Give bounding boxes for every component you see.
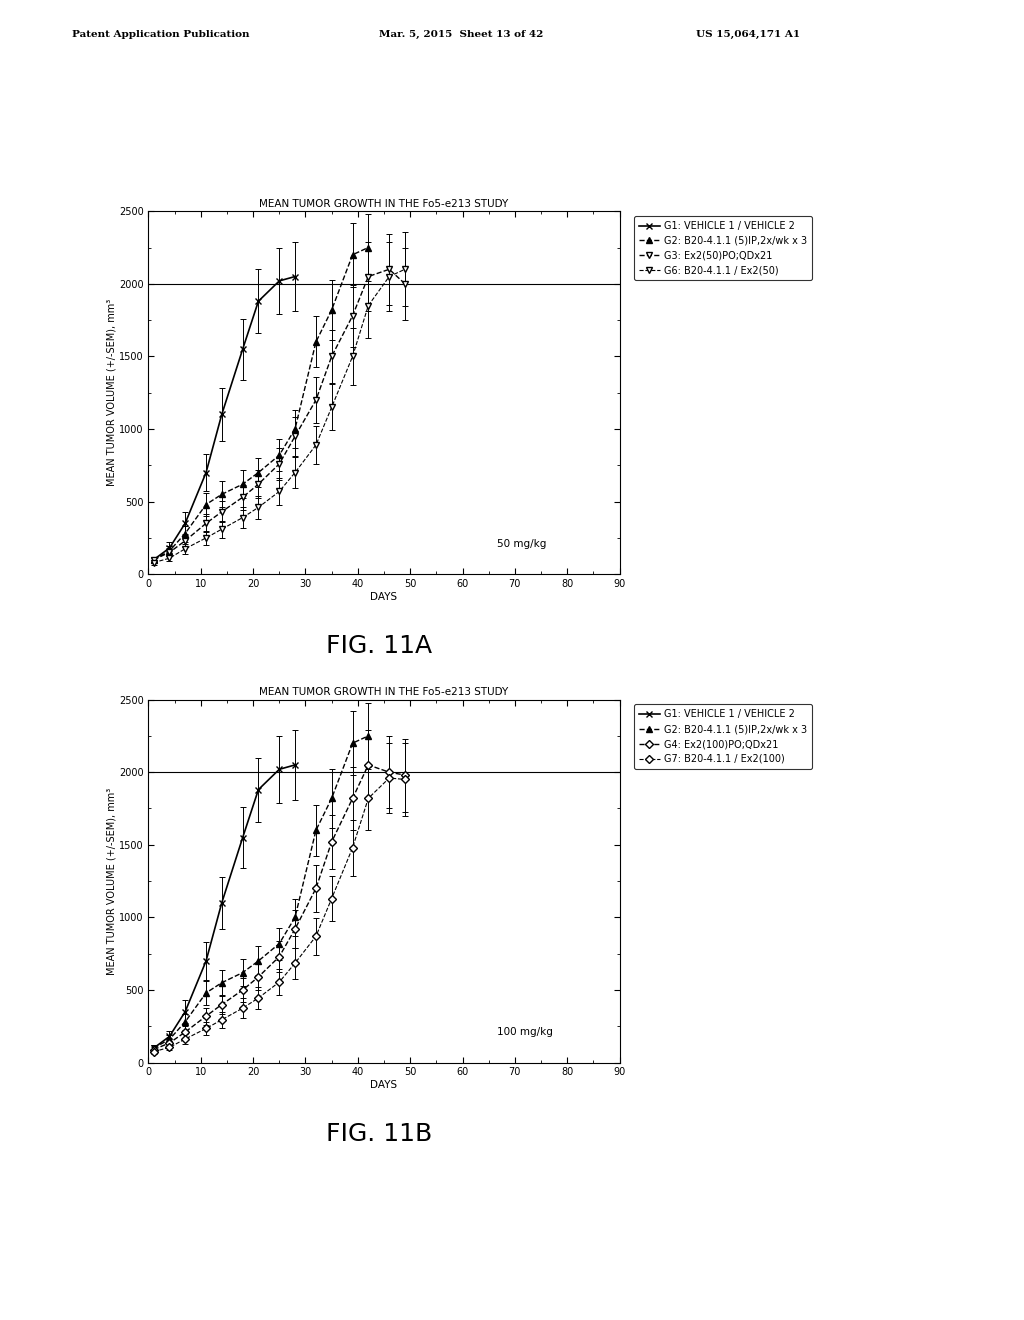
Text: 50 mg/kg: 50 mg/kg xyxy=(497,539,547,549)
X-axis label: DAYS: DAYS xyxy=(371,1080,397,1090)
Text: 100 mg/kg: 100 mg/kg xyxy=(497,1027,553,1038)
Text: Patent Application Publication: Patent Application Publication xyxy=(72,30,249,40)
Title: MEAN TUMOR GROWTH IN THE Fo5-e213 STUDY: MEAN TUMOR GROWTH IN THE Fo5-e213 STUDY xyxy=(259,688,509,697)
Text: US 15,064,171 A1: US 15,064,171 A1 xyxy=(696,30,801,40)
Text: FIG. 11A: FIG. 11A xyxy=(326,634,432,657)
Title: MEAN TUMOR GROWTH IN THE Fo5-e213 STUDY: MEAN TUMOR GROWTH IN THE Fo5-e213 STUDY xyxy=(259,199,509,209)
Legend: G1: VEHICLE 1 / VEHICLE 2, G2: B20-4.1.1 (5)IP,2x/wk x 3, G4: Ex2(100)PO;QDx21, : G1: VEHICLE 1 / VEHICLE 2, G2: B20-4.1.1… xyxy=(634,705,812,768)
X-axis label: DAYS: DAYS xyxy=(371,591,397,602)
Text: FIG. 11B: FIG. 11B xyxy=(326,1122,432,1146)
Y-axis label: MEAN TUMOR VOLUME (+/-SEM), mm³: MEAN TUMOR VOLUME (+/-SEM), mm³ xyxy=(106,788,116,974)
Legend: G1: VEHICLE 1 / VEHICLE 2, G2: B20-4.1.1 (5)IP,2x/wk x 3, G3: Ex2(50)PO;QDx21, G: G1: VEHICLE 1 / VEHICLE 2, G2: B20-4.1.1… xyxy=(634,216,812,280)
Y-axis label: MEAN TUMOR VOLUME (+/-SEM), mm³: MEAN TUMOR VOLUME (+/-SEM), mm³ xyxy=(106,300,116,486)
Text: Mar. 5, 2015  Sheet 13 of 42: Mar. 5, 2015 Sheet 13 of 42 xyxy=(379,30,544,40)
